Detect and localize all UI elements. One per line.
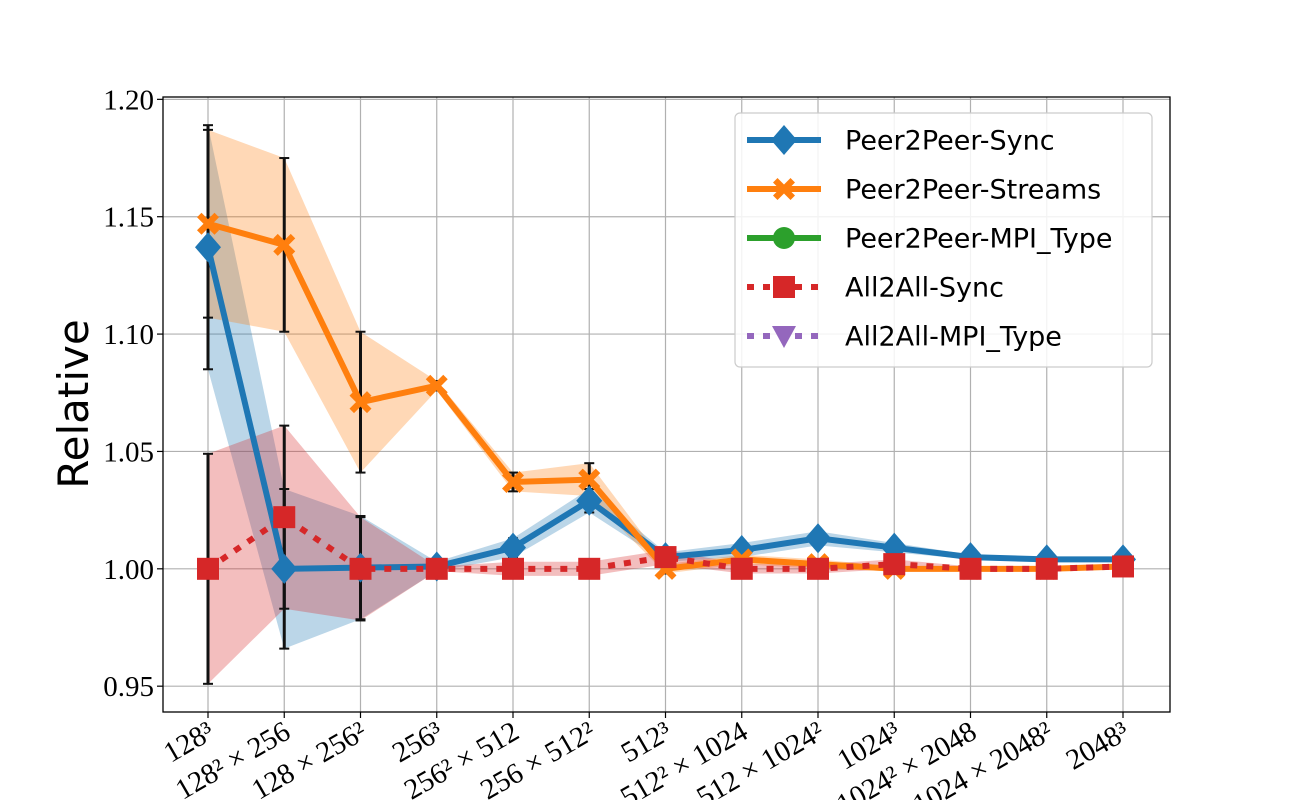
legend-entry: All2All-MPI_Type [747, 322, 1062, 353]
legend-entry: Peer2Peer-Streams [747, 175, 1101, 206]
marker [273, 233, 296, 256]
marker [1112, 555, 1134, 578]
marker [773, 276, 795, 298]
legend-entry: All2All-Sync [747, 273, 1004, 304]
marker [271, 553, 298, 584]
marker [425, 557, 448, 580]
marker [502, 470, 524, 493]
marker [771, 125, 797, 155]
legend-entry: Peer2Peer-MPI_Type [747, 224, 1113, 255]
marker [959, 557, 982, 580]
marker [197, 212, 219, 235]
y-tick-label: 1.20 [103, 84, 154, 116]
marker [578, 468, 601, 491]
y-tick-label: 1.00 [103, 554, 154, 586]
y-tick-label: 0.95 [103, 671, 154, 703]
marker [805, 523, 831, 554]
marker [502, 557, 524, 580]
marker [883, 553, 906, 576]
plot-frame [162, 96, 1171, 713]
marker [773, 227, 795, 249]
y-tick-label: 1.05 [103, 436, 154, 468]
legend-label: Peer2Peer-MPI_Type [845, 224, 1113, 255]
marker [195, 232, 221, 263]
marker [773, 178, 795, 200]
x-tick-label: 2048³ [1061, 715, 1135, 776]
marker [1035, 557, 1058, 580]
legend-label: All2All-Sync [845, 273, 1004, 304]
marker [772, 326, 796, 348]
legend-label: Peer2Peer-Streams [845, 175, 1101, 206]
legend-label: Peer2Peer-Sync [845, 126, 1055, 157]
y-tick-label: 1.15 [103, 202, 154, 234]
error-band [208, 129, 1123, 574]
marker [807, 557, 829, 580]
legend-label: All2All-MPI_Type [845, 322, 1062, 353]
y-tick-label: 1.10 [103, 319, 154, 351]
legend-box [734, 112, 1153, 368]
marker [349, 557, 372, 580]
marker [273, 506, 296, 529]
marker [349, 391, 372, 414]
error-band [208, 125, 1123, 649]
marker [576, 485, 603, 516]
y-axis-label: Relative [49, 319, 98, 488]
marker [197, 557, 219, 580]
marker [578, 557, 601, 580]
marker [654, 546, 677, 569]
legend-entry: Peer2Peer-Sync [747, 125, 1055, 157]
marker [425, 374, 448, 397]
marker [730, 557, 753, 580]
marker [500, 532, 526, 563]
